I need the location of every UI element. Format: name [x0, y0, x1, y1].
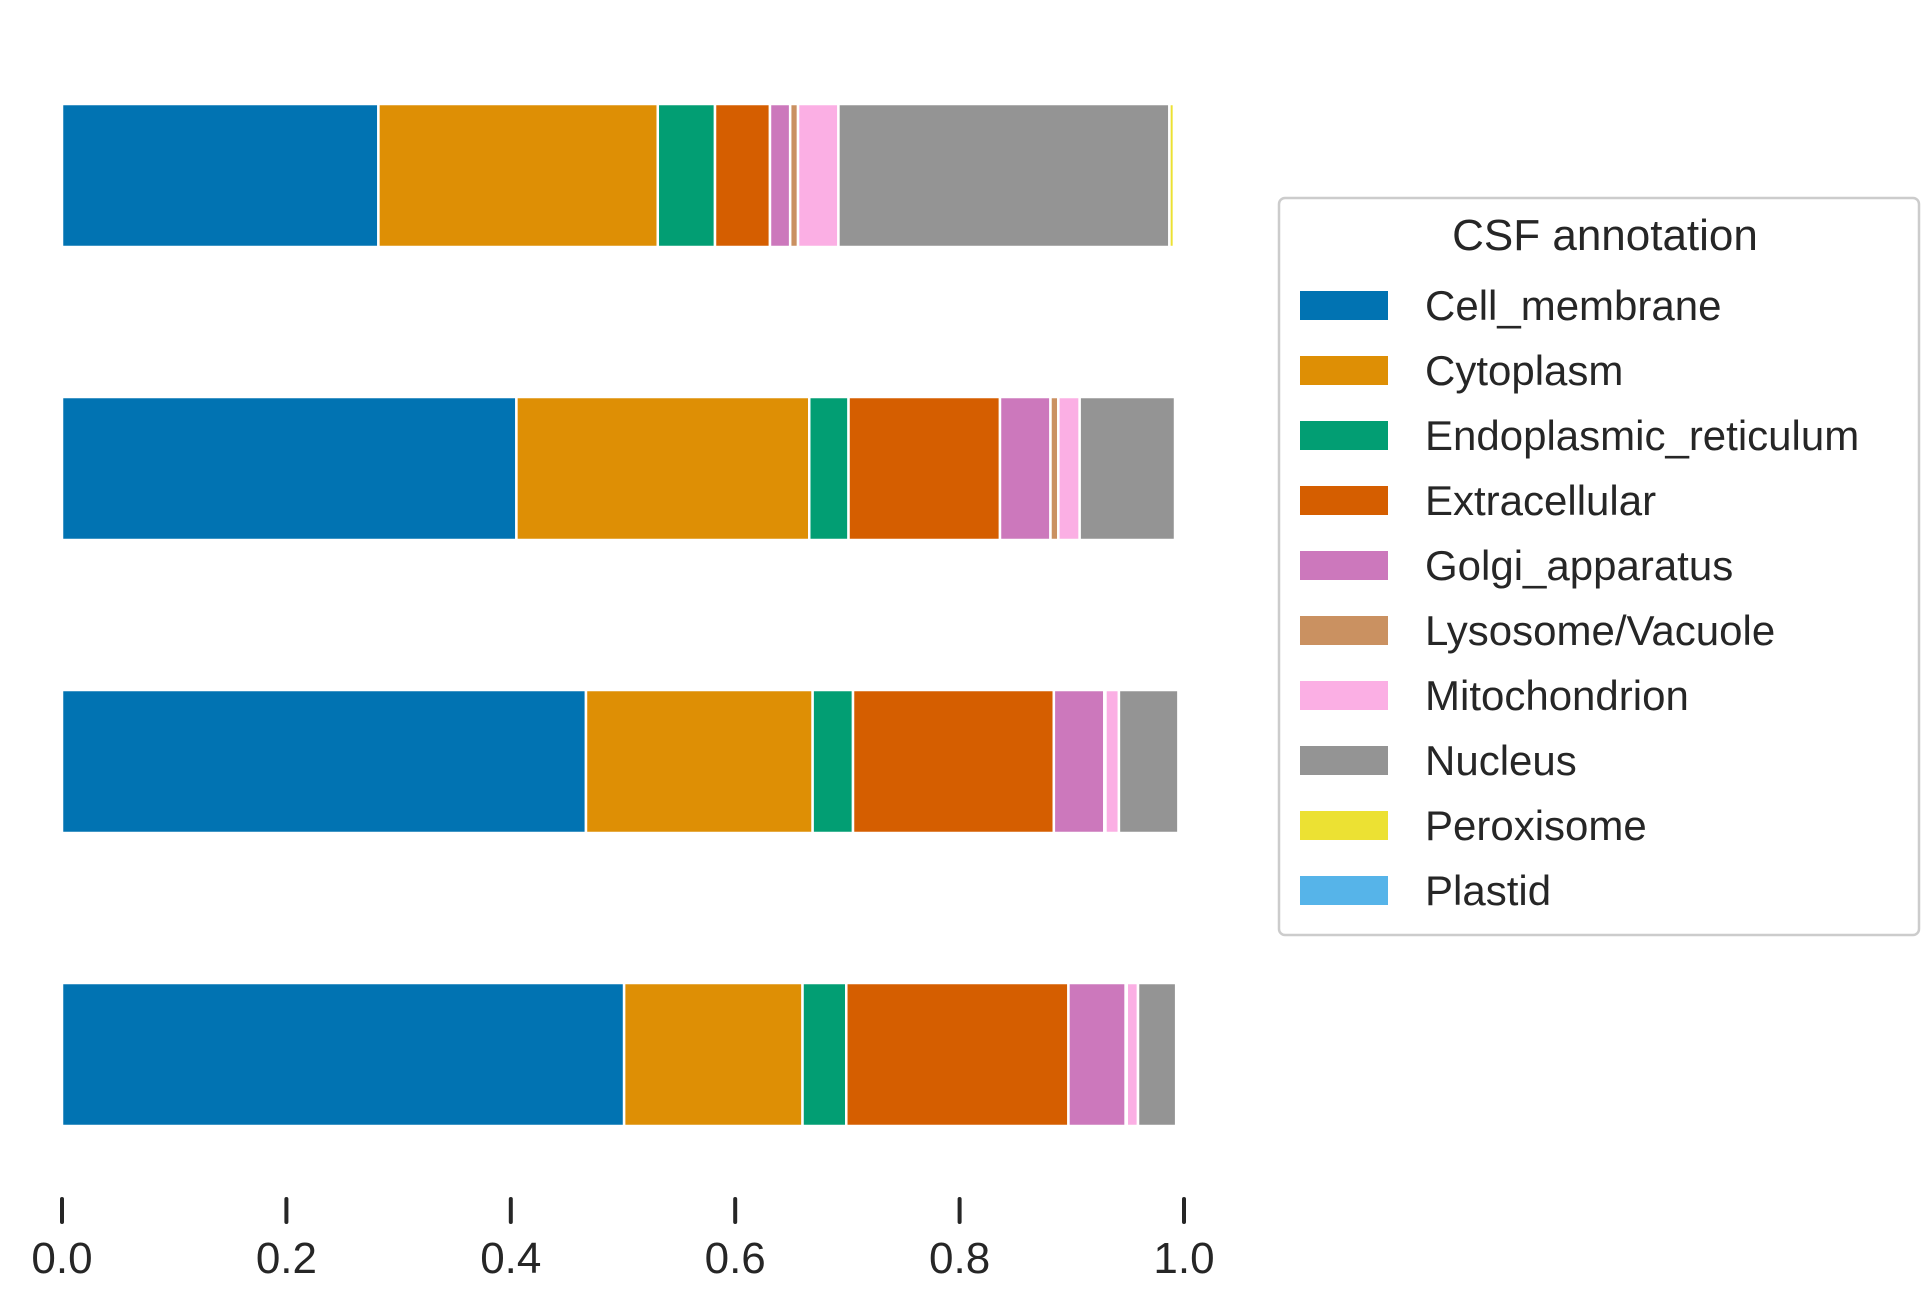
- bar-segment-extracellular-row-1: [713, 102, 772, 249]
- bar-row-4: [60, 981, 1178, 1128]
- legend-item-nucleus: Nucleus: [1300, 737, 1577, 784]
- legend: CSF annotation Cell_membrane Cytoplasm End…: [1277, 196, 1921, 937]
- bar-segment-extracellular-row-2: [847, 395, 1002, 542]
- bar-segment-mitochondrion-row-4: [1125, 981, 1140, 1128]
- x-tick-label: 0.6: [705, 1234, 766, 1283]
- legend-label: Golgi_apparatus: [1425, 542, 1733, 589]
- legend-item-lysosome-vacuole: Lysosome/Vacuole: [1300, 607, 1775, 654]
- bar-segment-extracellular-row-4: [845, 981, 1070, 1128]
- bar-segment-endoplasmic-reticulum-row-1: [656, 102, 717, 249]
- legend-label: Mitochondrion: [1425, 672, 1689, 719]
- x-axis: 0.0 0.2 0.4 0.6 0.8 1.0: [31, 1197, 1215, 1283]
- legend-item-extracellular: Extracellular: [1300, 477, 1656, 524]
- bar-segment-golgi-apparatus-row-1: [768, 102, 792, 249]
- bar-segment-nucleus-row-1: [837, 102, 1171, 249]
- bar-segment-cytoplasm-row-2: [515, 395, 811, 542]
- bars-group: [60, 102, 1180, 1128]
- legend-label: Nucleus: [1425, 737, 1577, 784]
- bar-segment-golgi-apparatus-row-2: [998, 395, 1052, 542]
- legend-swatch: [1300, 876, 1388, 905]
- legend-item-mitochondrion: Mitochondrion: [1300, 672, 1689, 719]
- legend-label: Cell_membrane: [1425, 282, 1721, 329]
- bar-segment-cell-membrane-row-4: [60, 981, 626, 1128]
- legend-label: Cytoplasm: [1425, 347, 1623, 394]
- legend-item-golgi-apparatus: Golgi_apparatus: [1300, 542, 1733, 589]
- bar-segment-mitochondrion-row-1: [796, 102, 840, 249]
- legend-label: Endoplasmic_reticulum: [1425, 412, 1859, 459]
- bar-segment-extracellular-row-3: [851, 688, 1056, 835]
- bar-segment-cytoplasm-row-1: [377, 102, 660, 249]
- bar-segment-cytoplasm-row-4: [622, 981, 804, 1128]
- bar-segment-cell-membrane-row-1: [60, 102, 380, 249]
- legend-item-plastid: Plastid: [1300, 867, 1551, 914]
- legend-swatch: [1300, 356, 1388, 385]
- bar-segment-mitochondrion-row-3: [1104, 688, 1121, 835]
- legend-item-endoplasmic-reticulum: Endoplasmic_reticulum: [1300, 412, 1859, 459]
- bar-segment-golgi-apparatus-row-3: [1052, 688, 1106, 835]
- legend-swatch: [1300, 291, 1388, 320]
- bar-segment-mitochondrion-row-2: [1057, 395, 1081, 542]
- bar-segment-nucleus-row-3: [1117, 688, 1180, 835]
- x-tick-label: 0.4: [480, 1234, 541, 1283]
- legend-label: Plastid: [1425, 867, 1551, 914]
- legend-item-cytoplasm: Cytoplasm: [1300, 347, 1623, 394]
- legend-item-peroxisome: Peroxisome: [1300, 802, 1647, 849]
- bar-segment-cell-membrane-row-2: [60, 395, 518, 542]
- bar-segment-golgi-apparatus-row-4: [1067, 981, 1127, 1128]
- bar-segment-nucleus-row-4: [1136, 981, 1178, 1128]
- bar-segment-nucleus-row-2: [1078, 395, 1177, 542]
- legend-label: Extracellular: [1425, 477, 1656, 524]
- x-tick-label: 0.8: [929, 1234, 990, 1283]
- legend-swatch: [1300, 616, 1388, 645]
- bar-segment-endoplasmic-reticulum-row-2: [808, 395, 850, 542]
- legend-swatch: [1300, 551, 1388, 580]
- bar-row-2: [60, 395, 1177, 542]
- legend-frame: [1277, 196, 1921, 937]
- legend-swatch: [1300, 421, 1388, 450]
- x-tick-label: 0.2: [256, 1234, 317, 1283]
- bar-segment-endoplasmic-reticulum-row-3: [811, 688, 855, 835]
- legend-swatch: [1300, 746, 1388, 775]
- bar-segment-cytoplasm-row-3: [584, 688, 814, 835]
- legend-swatch: [1300, 486, 1388, 515]
- bar-row-1: [60, 102, 1176, 249]
- legend-items: Cell_membrane Cytoplasm Endoplasmic_reticu…: [1300, 282, 1859, 914]
- legend-title: CSF annotation: [1452, 211, 1758, 260]
- legend-label: Lysosome/Vacuole: [1425, 607, 1775, 654]
- x-tick-label: 1.0: [1153, 1234, 1214, 1283]
- legend-swatch: [1300, 681, 1388, 710]
- bar-segment-endoplasmic-reticulum-row-4: [801, 981, 848, 1128]
- bar-segment-cell-membrane-row-3: [60, 688, 588, 835]
- x-tick-label: 0.0: [31, 1234, 92, 1283]
- legend-label: Peroxisome: [1425, 802, 1647, 849]
- bar-segment-peroxisome-row-1: [1168, 102, 1176, 249]
- bar-row-3: [60, 688, 1180, 835]
- legend-item-cell-membrane: Cell_membrane: [1300, 282, 1721, 329]
- legend-swatch: [1300, 811, 1388, 840]
